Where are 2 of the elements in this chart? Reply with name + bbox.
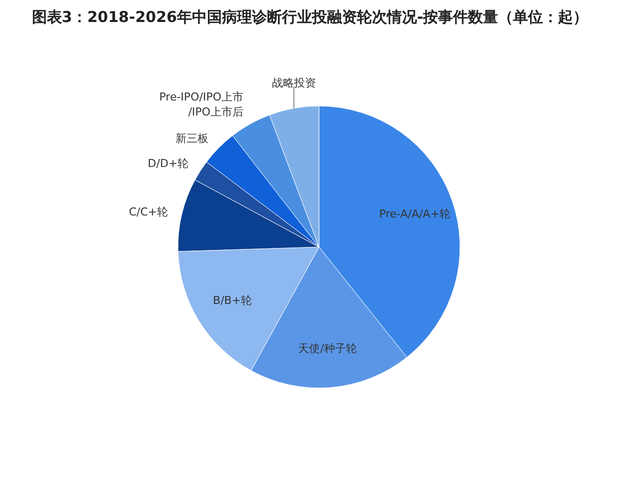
title: 图表3：2018-2026年中国病理诊断行业投融资轮次情况-按事件数量（单位：起） <box>32 8 588 26</box>
slice-label: 战略投资 <box>272 76 316 90</box>
